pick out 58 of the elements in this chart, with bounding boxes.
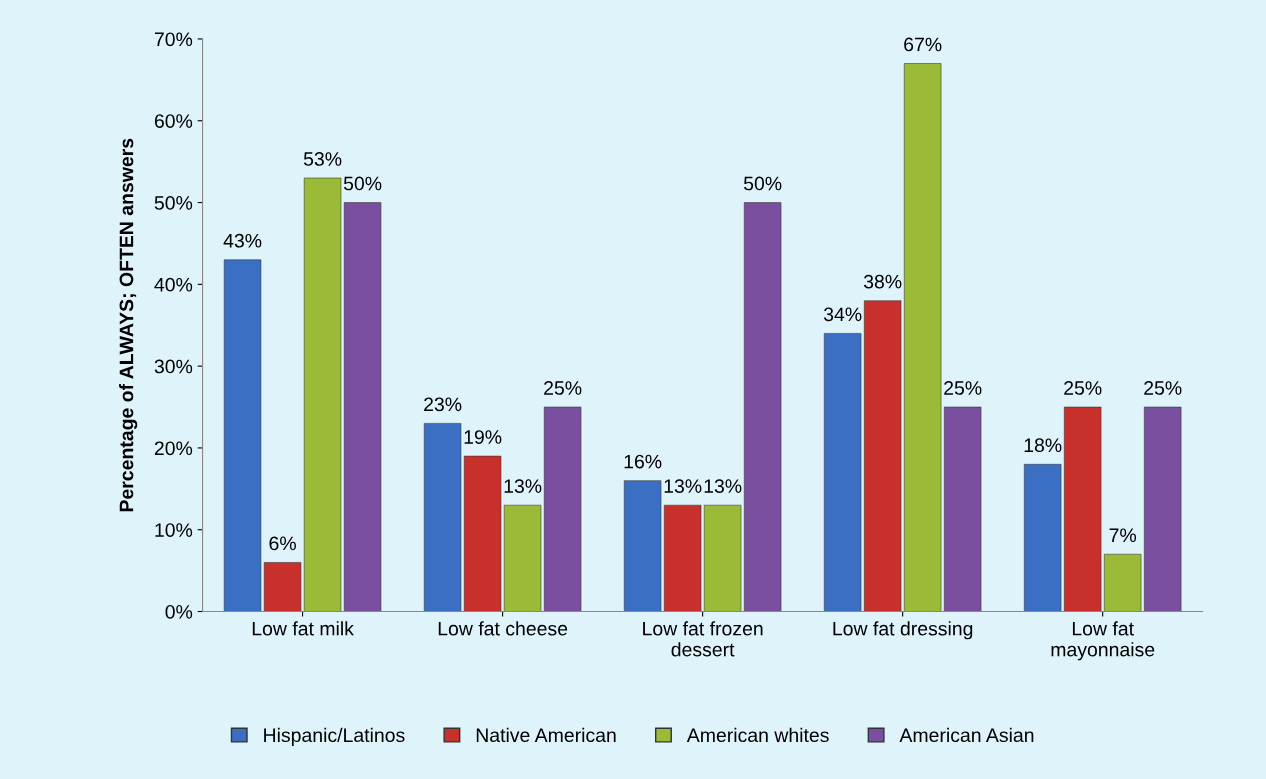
data-label: 25% bbox=[544, 381, 582, 395]
y-tick-label: 70% bbox=[154, 32, 193, 47]
legend-label: American whites bbox=[686, 727, 829, 743]
bar bbox=[703, 504, 742, 612]
data-label: 19% bbox=[464, 430, 502, 444]
bar bbox=[303, 177, 342, 612]
data-label: 50% bbox=[743, 176, 782, 191]
data-label: 25% bbox=[1064, 381, 1102, 395]
y-tick-label: 20% bbox=[154, 441, 193, 456]
y-tick-label: 10% bbox=[155, 523, 193, 537]
x-tick-label: Low fat cheese bbox=[438, 621, 568, 636]
bar bbox=[503, 504, 542, 612]
y-tick-label: 50% bbox=[154, 196, 193, 210]
x-tick-label: Low fat dressing bbox=[833, 621, 973, 640]
bar bbox=[543, 406, 582, 612]
data-label: 50% bbox=[343, 176, 382, 191]
y-tick-label: 0% bbox=[165, 604, 193, 619]
bar bbox=[463, 455, 502, 612]
bar bbox=[1064, 406, 1102, 612]
legend-label: Native American bbox=[476, 727, 616, 743]
bar bbox=[263, 562, 302, 612]
data-label: 34% bbox=[823, 307, 862, 322]
data-label: 18% bbox=[1024, 438, 1062, 453]
data-label: 53% bbox=[303, 152, 342, 166]
data-label: 25% bbox=[944, 381, 982, 395]
bar bbox=[863, 300, 902, 612]
x-tick-label: Low fat frozen dessert bbox=[643, 621, 763, 657]
x-tick-label: Low fat milk bbox=[252, 621, 354, 636]
data-label: 43% bbox=[223, 233, 262, 248]
bar bbox=[663, 504, 702, 612]
data-label: 13% bbox=[664, 479, 702, 493]
y-tick-label: 60% bbox=[154, 114, 193, 128]
data-label: 7% bbox=[1109, 528, 1137, 543]
bar bbox=[223, 259, 262, 612]
bar bbox=[343, 202, 382, 612]
y-tick-label: 40% bbox=[154, 277, 193, 292]
bar bbox=[943, 406, 982, 612]
data-label: 13% bbox=[704, 479, 742, 493]
x-tick-label: Low fat mayonnaise bbox=[1051, 621, 1155, 661]
bar bbox=[423, 423, 462, 612]
bar bbox=[1024, 464, 1062, 612]
bar bbox=[823, 333, 862, 612]
data-label: 13% bbox=[504, 479, 542, 493]
data-label: 6% bbox=[269, 536, 296, 551]
bar bbox=[1104, 553, 1142, 612]
data-label: 16% bbox=[624, 454, 662, 469]
legend-label: American Asian bbox=[899, 727, 1034, 743]
bar bbox=[1144, 406, 1182, 612]
data-label: 23% bbox=[424, 397, 462, 412]
bar bbox=[743, 202, 782, 612]
data-label: 67% bbox=[904, 37, 942, 52]
bar bbox=[623, 480, 662, 612]
data-label: 25% bbox=[1144, 381, 1182, 395]
y-axis-title: Percentage of ALWAYS; OFTEN answers bbox=[119, 138, 138, 512]
bar bbox=[903, 63, 942, 612]
data-label: 38% bbox=[863, 274, 902, 289]
y-tick-label: 30% bbox=[154, 359, 193, 374]
legend-label: Hispanic/Latinos bbox=[264, 727, 405, 746]
